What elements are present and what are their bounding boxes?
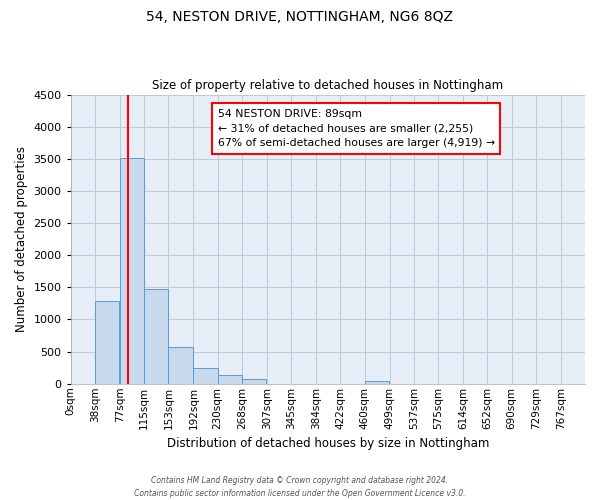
Text: 54 NESTON DRIVE: 89sqm
← 31% of detached houses are smaller (2,255)
67% of semi-: 54 NESTON DRIVE: 89sqm ← 31% of detached… [218, 108, 495, 148]
Text: Contains HM Land Registry data © Crown copyright and database right 2024.
Contai: Contains HM Land Registry data © Crown c… [134, 476, 466, 498]
X-axis label: Distribution of detached houses by size in Nottingham: Distribution of detached houses by size … [167, 437, 489, 450]
Bar [242, 380, 266, 384]
Bar [169, 347, 193, 384]
Bar [193, 368, 218, 384]
Bar [218, 376, 242, 384]
Title: Size of property relative to detached houses in Nottingham: Size of property relative to detached ho… [152, 79, 503, 92]
Bar [365, 380, 389, 384]
Y-axis label: Number of detached properties: Number of detached properties [15, 146, 28, 332]
Text: 54, NESTON DRIVE, NOTTINGHAM, NG6 8QZ: 54, NESTON DRIVE, NOTTINGHAM, NG6 8QZ [146, 10, 454, 24]
Bar [95, 301, 119, 384]
Bar [120, 158, 144, 384]
Bar [144, 290, 169, 384]
